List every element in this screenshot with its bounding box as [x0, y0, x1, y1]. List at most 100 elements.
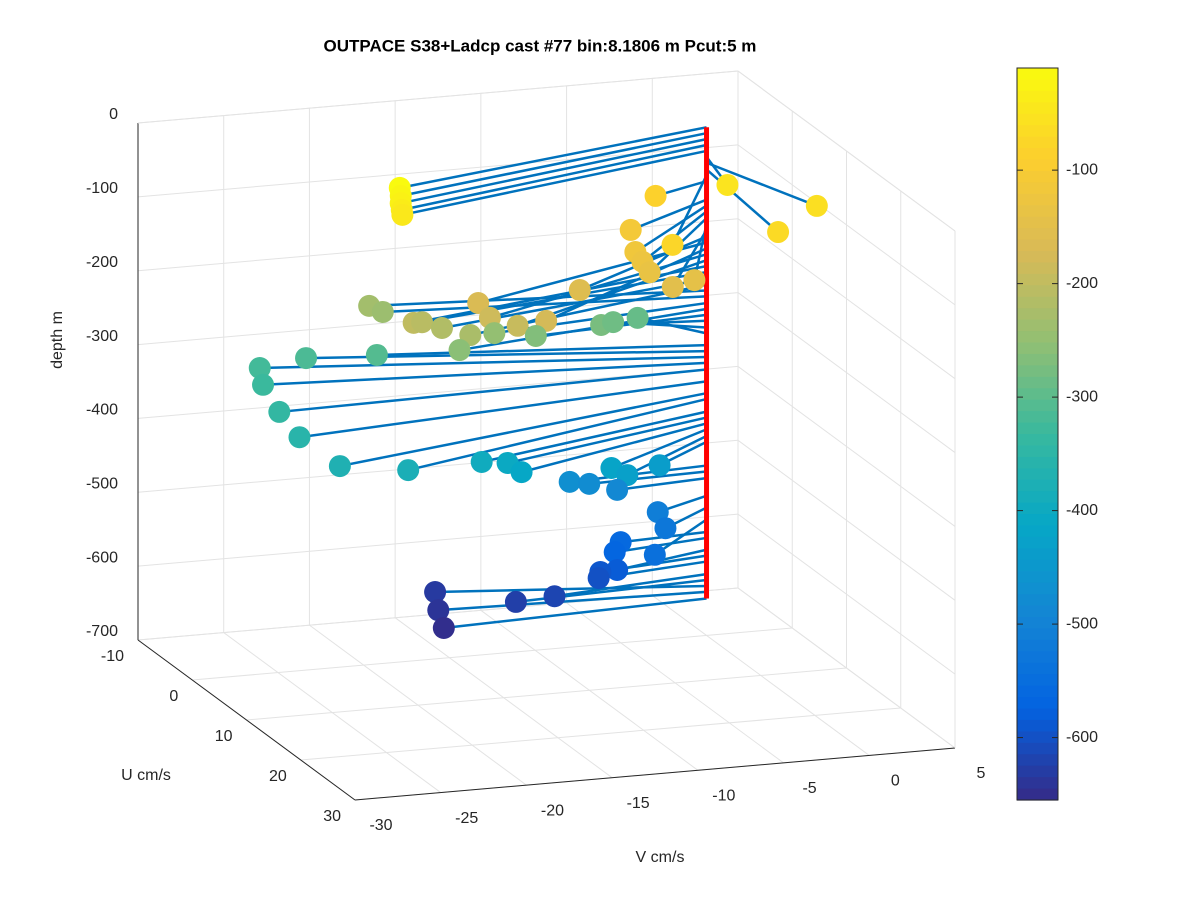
point [504, 590, 527, 613]
colorbar-band [1017, 777, 1058, 790]
colorbar-band [1017, 708, 1058, 721]
point [448, 339, 471, 362]
point [603, 541, 626, 564]
profile-stem [438, 590, 707, 612]
colorbar: -600 -500 -400 -300 -200 -100 [1016, 67, 1098, 801]
point [397, 459, 420, 482]
grid-line [246, 667, 847, 721]
y-tick-label: 20 [269, 768, 287, 785]
colorbar-band [1017, 434, 1058, 447]
point [587, 567, 610, 590]
colorbar-band [1017, 251, 1058, 264]
point [295, 347, 318, 370]
profile-stem [369, 289, 707, 308]
colorbar-band [1017, 216, 1058, 229]
point [424, 581, 447, 604]
point [643, 543, 666, 566]
z-tick-label: -300 [86, 328, 118, 345]
y-tick-label: 30 [323, 808, 341, 825]
colorbar-band [1017, 262, 1058, 275]
grid-line [300, 707, 901, 761]
point [716, 173, 739, 196]
point [506, 314, 529, 337]
colorbar-band [1017, 411, 1058, 424]
point [411, 311, 434, 334]
point [391, 203, 414, 226]
colorbar-band [1017, 559, 1058, 572]
profile-stem [626, 434, 708, 477]
colorbar-band [1017, 571, 1058, 584]
point [328, 455, 351, 478]
grid-line [737, 366, 956, 527]
profile-stem [630, 198, 707, 232]
colorbar-band [1017, 136, 1058, 149]
profile-stem [259, 355, 707, 370]
point [524, 324, 547, 347]
colorbar-band [1017, 113, 1058, 126]
point [638, 261, 661, 284]
point [543, 585, 566, 608]
profile-stem [262, 361, 707, 387]
x-tick-label: -5 [802, 780, 816, 797]
point [467, 291, 490, 314]
colorbar-band [1017, 228, 1058, 241]
y-tick-label: 10 [215, 728, 233, 745]
profile-stem [299, 380, 707, 439]
colorbar-band [1017, 731, 1058, 744]
colorbar-tick-label: -400 [1066, 502, 1098, 519]
point [578, 472, 601, 495]
profile-stem [705, 168, 779, 233]
z-tick-label: -200 [86, 254, 118, 271]
point [365, 343, 388, 366]
profile-stem [407, 397, 707, 472]
profile-stem [637, 316, 707, 335]
point [568, 279, 591, 302]
colorbar-band [1017, 697, 1058, 710]
point [248, 356, 271, 379]
profile-stem [589, 470, 707, 486]
profile-stem [399, 126, 707, 190]
grid-line [137, 513, 739, 567]
colorbar-band [1017, 548, 1058, 561]
point [470, 450, 493, 473]
colorbar-band [1017, 479, 1058, 492]
colorbar-band [1017, 170, 1058, 183]
point [558, 470, 581, 493]
box-edge [137, 70, 739, 124]
profile-stem [610, 428, 708, 470]
z-tick-label: -400 [86, 402, 118, 419]
profile-stem [376, 343, 707, 357]
profile-stem [435, 584, 707, 594]
z-tick-label: -700 [86, 623, 118, 640]
colorbar-band [1017, 639, 1058, 652]
grid-line [137, 439, 739, 493]
profile-stem [400, 131, 707, 198]
colorbar-band [1017, 125, 1058, 138]
colorbar-band [1017, 90, 1058, 103]
colorbar-band [1017, 205, 1058, 218]
point [430, 317, 453, 340]
colorbar-band [1017, 525, 1058, 538]
z-tick-label: -100 [86, 180, 118, 197]
colorbar-band [1017, 605, 1058, 618]
grid-line [737, 292, 956, 453]
colorbar-band [1017, 273, 1058, 286]
point [602, 311, 625, 334]
profile-stem [401, 143, 707, 212]
marks-layer [248, 126, 828, 639]
point [606, 478, 629, 501]
colorbar-tick-label: -600 [1066, 729, 1098, 746]
colorbar-band [1017, 674, 1058, 687]
z-tick-label: 0 [109, 106, 118, 123]
x-tick-label: -25 [455, 810, 478, 827]
axis-line [354, 747, 956, 801]
grid-line [737, 144, 956, 306]
axis-line [137, 639, 356, 801]
profile-stem [443, 597, 707, 630]
x-tick-label: 0 [891, 773, 900, 790]
profile-stem [507, 416, 707, 465]
x-tick-label: -10 [712, 788, 735, 805]
point [510, 461, 533, 484]
colorbar-band [1017, 765, 1058, 778]
